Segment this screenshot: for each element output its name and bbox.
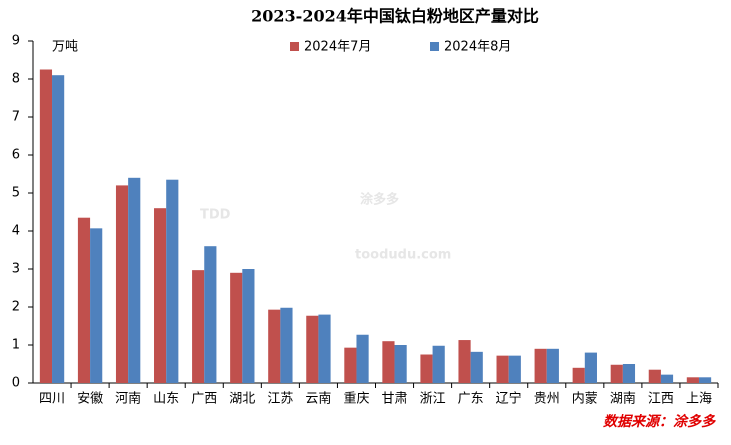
legend-label: 2024年8月 [444, 40, 511, 55]
bar [382, 341, 395, 383]
bar [648, 369, 661, 383]
bar [584, 352, 597, 383]
y-tick-label: 9 [12, 34, 20, 49]
x-tick-label: 山东 [153, 392, 179, 407]
bar [344, 347, 357, 383]
bar [242, 269, 255, 383]
bar [52, 75, 65, 383]
y-tick-label: 7 [12, 110, 20, 125]
bar [660, 374, 674, 383]
y-tick-label: 8 [12, 72, 20, 87]
y-tick-label: 0 [12, 376, 20, 391]
chart-title: 2023-2024年中国钛白粉地区产量对比 [251, 7, 539, 26]
bar [496, 355, 509, 383]
bar [686, 377, 699, 383]
bar [698, 377, 712, 383]
y-tick-label: 3 [12, 262, 20, 277]
y-tick-label: 5 [12, 186, 20, 201]
bar [622, 364, 636, 383]
bar [534, 348, 547, 383]
x-tick-label: 内蒙 [572, 391, 598, 407]
bar [610, 364, 623, 383]
bar [280, 307, 293, 383]
legend-swatch [430, 42, 439, 51]
x-tick-label: 贵州 [534, 392, 560, 407]
y-tick-label: 1 [12, 338, 20, 353]
x-tick-label: 湖北 [229, 392, 255, 407]
watermark: TDD [200, 208, 231, 223]
bar [115, 185, 129, 383]
bar [306, 315, 319, 383]
bar [154, 208, 167, 383]
x-tick-label: 浙江 [420, 392, 446, 407]
bar [204, 246, 217, 383]
bar [230, 272, 243, 383]
bar [77, 217, 91, 383]
source: 数据来源：涂多多 [603, 413, 716, 430]
y-tick-label: 4 [12, 224, 20, 239]
bar [166, 179, 179, 383]
bar [458, 340, 471, 383]
x-tick-label: 上海 [686, 392, 712, 407]
bar [546, 348, 559, 383]
x-tick-label: 安徽 [77, 392, 103, 407]
watermark: toodudu.com [355, 248, 451, 263]
unit-label: 万吨 [52, 40, 78, 55]
x-tick-label: 四川 [39, 392, 65, 407]
x-tick-label: 广西 [191, 392, 217, 407]
bar [420, 354, 433, 383]
x-tick-label: 云南 [305, 391, 331, 407]
bar [470, 351, 483, 383]
bar [128, 177, 141, 383]
bar [394, 345, 407, 383]
legend-swatch [290, 42, 299, 51]
x-tick-label: 河南 [115, 391, 141, 407]
bar [90, 228, 103, 383]
x-tick-label: 湖南 [610, 391, 636, 407]
x-tick-label: 辽宁 [496, 391, 522, 407]
y-tick-label: 6 [12, 148, 20, 163]
x-tick-label: 甘肃 [382, 392, 408, 407]
bar [318, 314, 331, 383]
legend-label: 2024年7月 [304, 40, 371, 55]
bar [508, 355, 521, 383]
bar [39, 69, 53, 383]
x-tick-label: 江苏 [267, 391, 293, 407]
y-tick-label: 2 [12, 300, 20, 315]
bar [572, 367, 585, 383]
bar [356, 334, 369, 383]
x-tick-label: 江西 [648, 392, 674, 407]
bar [192, 270, 205, 383]
x-tick-label: 广东 [458, 392, 484, 407]
x-tick-label: 重庆 [343, 391, 369, 407]
watermark: 涂多多 [360, 192, 399, 208]
bar [268, 309, 281, 383]
bar [432, 345, 445, 383]
